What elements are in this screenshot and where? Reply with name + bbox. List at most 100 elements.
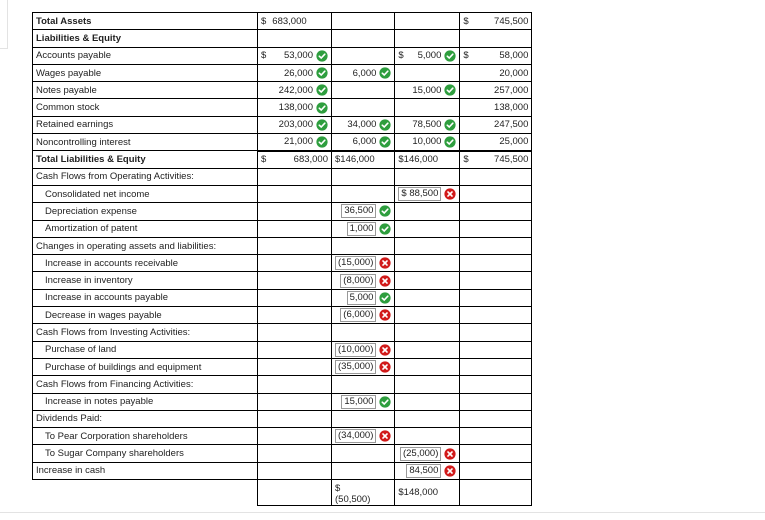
amount-cell[interactable]: (35,000) xyxy=(330,357,396,377)
amount-cell xyxy=(459,375,533,394)
answer-input[interactable]: (15,000) xyxy=(335,256,377,271)
amount-cell: $146,000 xyxy=(330,149,396,169)
worksheet-row: Accounts payable $53,000 $5,000 $58,000 xyxy=(32,46,533,65)
amount-cell xyxy=(394,288,461,308)
amount-cell xyxy=(394,29,461,48)
amount-cell[interactable]: 21,000 xyxy=(257,133,332,152)
row-label: Increase in notes payable xyxy=(32,392,258,411)
amount-cell[interactable]: 26,000 xyxy=(257,63,332,83)
amount-cell[interactable]: 203,000 xyxy=(257,115,332,135)
amount-cell xyxy=(394,409,461,429)
amount-cell[interactable]: $ 88,500 xyxy=(394,184,461,204)
amount-cell[interactable]: 10,000 xyxy=(394,133,461,152)
amount-cell xyxy=(330,98,396,117)
amount-cell[interactable]: 15,000 xyxy=(394,81,461,100)
answer-input[interactable]: (34,000) xyxy=(335,429,377,444)
amount-cell xyxy=(394,375,461,394)
amount-text: 6,000 xyxy=(352,67,377,79)
answer-input[interactable]: (10,000) xyxy=(335,342,377,357)
answer-input[interactable]: $ 88,500 xyxy=(398,187,442,202)
amount-cell[interactable]: 1,000 xyxy=(330,219,396,238)
amount-cell[interactable]: $53,000 xyxy=(257,46,332,65)
amount-cell[interactable]: 36,500 xyxy=(330,202,396,221)
dollar-sign: $ xyxy=(463,154,469,166)
row-label: Common stock xyxy=(32,98,258,117)
worksheet-row: Amortization of patent 1,000 xyxy=(32,219,533,238)
amount-text: $148,000 xyxy=(398,487,439,499)
amount-cell[interactable]: 242,000 xyxy=(257,81,332,100)
check-circle-icon xyxy=(316,50,328,62)
worksheet-row: Common stock 138,000 138,000 xyxy=(32,98,533,117)
answer-input[interactable]: 1,000 xyxy=(346,221,377,236)
row-label: Notes payable xyxy=(32,81,258,100)
amount-cell xyxy=(257,219,332,238)
amount-cell[interactable]: 6,000 xyxy=(330,133,396,152)
amount-cell xyxy=(394,202,461,221)
amount-cell xyxy=(459,288,533,308)
amount-cell xyxy=(459,479,533,507)
amount-cell[interactable]: (34,000) xyxy=(330,427,396,446)
amount-cell xyxy=(257,409,332,429)
answer-input[interactable]: 36,500 xyxy=(341,204,377,219)
amount-text: 138,000 xyxy=(278,102,313,114)
check-circle-icon xyxy=(316,67,328,79)
amount-cell xyxy=(257,306,332,325)
amount-cell xyxy=(394,167,461,186)
amount-cell: $683,000 xyxy=(257,11,332,31)
amount-cell xyxy=(330,375,396,394)
row-label: Depreciation expense xyxy=(32,202,258,221)
row-label: Noncontrolling interest xyxy=(32,133,258,152)
left-edge xyxy=(0,0,8,49)
answer-input[interactable]: (25,000) xyxy=(399,446,442,461)
amount-cell[interactable]: (10,000) xyxy=(330,340,396,359)
amount-text: 242,000 xyxy=(278,84,313,96)
row-label: Increase in inventory xyxy=(32,271,258,290)
x-circle-icon xyxy=(379,274,391,287)
dollar-sign: $ xyxy=(463,15,469,27)
amount-text: 247,500 xyxy=(494,119,529,131)
amount-cell xyxy=(394,271,461,290)
amount-cell xyxy=(394,254,461,273)
amount-cell[interactable]: 15,000 xyxy=(330,392,396,411)
check-circle-icon xyxy=(316,84,328,96)
amount-cell xyxy=(459,323,533,342)
amount-cell[interactable]: $5,000 xyxy=(394,46,461,65)
answer-input[interactable]: (8,000) xyxy=(340,273,377,288)
check-circle-icon xyxy=(379,205,391,218)
amount-cell[interactable]: (8,000) xyxy=(330,271,396,290)
row-label: Total Liabilities & Equity xyxy=(32,150,258,169)
amount-cell[interactable]: 78,500 xyxy=(394,115,461,135)
amount-text: 34,000 xyxy=(347,119,377,131)
amount-cell[interactable]: 138,000 xyxy=(257,98,332,117)
amount-cell xyxy=(330,409,396,429)
amount-text: 26,000 xyxy=(283,67,313,79)
check-circle-icon xyxy=(444,84,456,96)
row-label: Increase in accounts payable xyxy=(32,288,258,308)
answer-input[interactable]: (35,000) xyxy=(335,360,377,375)
amount-cell[interactable]: (25,000) xyxy=(394,444,461,463)
check-circle-icon xyxy=(379,223,391,235)
check-circle-icon xyxy=(316,136,328,148)
amount-cell[interactable]: (15,000) xyxy=(330,254,396,273)
answer-input[interactable]: 15,000 xyxy=(341,394,377,409)
amount-cell xyxy=(330,11,396,31)
answer-input[interactable]: (6,000) xyxy=(340,308,377,323)
worksheet-row: Total Assets $683,000 $745,500 xyxy=(32,11,533,31)
amount-cell[interactable]: 34,000 xyxy=(330,115,396,135)
amount-cell xyxy=(394,340,461,359)
row-label: Cash Flows from Investing Activities: xyxy=(32,323,258,342)
amount-text: 745,500 xyxy=(494,154,529,166)
check-circle-icon xyxy=(379,119,391,131)
amount-cell[interactable]: 6,000 xyxy=(330,63,396,83)
amount-cell: 25,000 xyxy=(459,133,533,152)
amount-cell: $ (50,500) xyxy=(330,479,396,507)
amount-cell[interactable]: 5,000 xyxy=(330,288,396,308)
amount-cell[interactable]: (6,000) xyxy=(330,306,396,325)
check-circle-icon xyxy=(379,292,391,304)
answer-input[interactable]: 5,000 xyxy=(346,290,377,305)
row-label: Dividends Paid: xyxy=(32,409,258,429)
amount-cell[interactable]: 84,500 xyxy=(394,461,461,481)
amount-cell xyxy=(459,184,533,204)
answer-input[interactable]: 84,500 xyxy=(406,463,442,478)
amount-text: 78,500 xyxy=(412,119,442,131)
